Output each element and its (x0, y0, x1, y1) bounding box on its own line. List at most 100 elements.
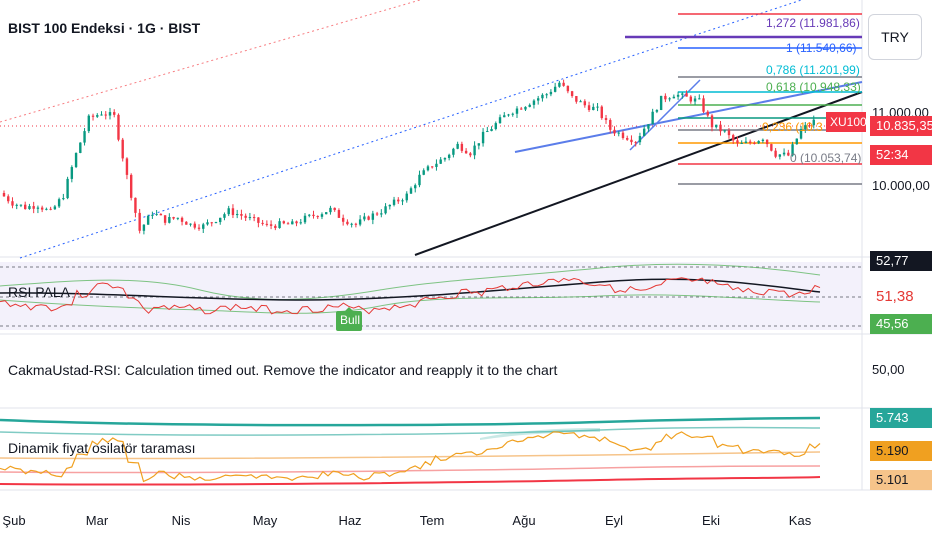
candle-body (333, 207, 336, 211)
osc-value-upper: 5.743 (870, 408, 932, 428)
candle-body (626, 138, 629, 140)
currency-button[interactable]: TRY (868, 14, 922, 60)
candle-body (553, 86, 557, 92)
rsi-upper-envelope (0, 263, 821, 300)
candle-body (659, 95, 663, 111)
candle-body (341, 217, 345, 222)
time-axis-label: Kas (788, 513, 812, 528)
time-axis-label: May (252, 513, 278, 528)
bull-signal-marker (336, 311, 362, 331)
candle-body (698, 98, 701, 100)
support-trendline (414, 91, 863, 256)
candle-body (316, 216, 319, 218)
rsi-pane-label[interactable]: RSI PALA (8, 284, 70, 300)
candle-body (121, 139, 124, 159)
candle-body (600, 106, 603, 119)
candle-body (202, 224, 205, 229)
candle-body (414, 185, 417, 189)
candle-body (566, 85, 570, 92)
resistance-trendline (514, 81, 863, 153)
bull-signal-label: Bull (340, 313, 361, 327)
candle-body (447, 154, 451, 159)
candle-body (380, 213, 383, 215)
candle-body (583, 101, 587, 106)
candle-body (507, 114, 510, 116)
candle-body (100, 114, 103, 116)
candle-body (312, 214, 315, 217)
candle-body (405, 193, 408, 201)
candle-body (375, 213, 379, 215)
candle-body (727, 130, 731, 136)
candle-body (536, 98, 540, 101)
candle-body (40, 207, 44, 210)
candle-body (511, 113, 514, 115)
candle-body (261, 222, 264, 224)
candle-body (748, 141, 752, 143)
candle-body (808, 125, 811, 127)
candle-body (79, 142, 82, 153)
osc-pane-label[interactable]: Dinamik fiyat osilatör taraması (8, 440, 196, 456)
upper-channel-line (0, 0, 421, 123)
candle-body (524, 106, 527, 110)
candle-body (62, 198, 65, 200)
candle-body (481, 131, 485, 144)
candle-body (770, 144, 773, 151)
price-axis-label: 10.000,00 (872, 178, 930, 193)
candle-body (621, 132, 625, 139)
candle-body (108, 112, 112, 116)
candle-body (223, 214, 226, 218)
fib-label-0786: 0,786 (11.201,99) (766, 63, 860, 77)
candle-body (83, 131, 86, 143)
candle-body (774, 150, 777, 157)
candle-body (477, 143, 481, 146)
candle-body (638, 136, 642, 143)
candle-body (456, 143, 459, 149)
candle-body (320, 214, 324, 217)
osc-upper-inner-band (0, 426, 821, 436)
candle-body (702, 98, 705, 112)
osc-mid-band (0, 451, 821, 460)
candle-body (541, 94, 544, 99)
candle-body (613, 129, 616, 134)
candle-body (782, 152, 786, 155)
candle-body (371, 213, 375, 220)
candle-body (532, 100, 536, 105)
candle-body (32, 206, 35, 209)
candle-body (587, 105, 591, 111)
candle-body (299, 222, 302, 224)
candle-body (15, 204, 18, 206)
candle-body (125, 158, 129, 175)
osc-line (0, 431, 821, 483)
candle-body (197, 227, 201, 229)
candle-body (464, 150, 468, 154)
candle-body (248, 217, 252, 219)
candle-body (630, 139, 633, 143)
candle-body (486, 131, 489, 133)
candle-body (168, 217, 171, 223)
candle-body (358, 219, 362, 225)
candle-body (286, 223, 290, 225)
candle-body (363, 216, 366, 220)
fib-label-1: 1 (11.540,66) (786, 41, 857, 55)
candle-body (36, 207, 40, 209)
candle-body (303, 215, 307, 223)
candle-body (435, 163, 438, 167)
fib-label-0: 0 (10.053,74) (790, 151, 862, 165)
time-axis-label: Ağu (512, 513, 536, 528)
candle-body (761, 139, 765, 141)
rsi-lower-envelope (0, 294, 821, 314)
candle-body (490, 129, 493, 132)
candle-body (19, 204, 23, 206)
candle-body (439, 159, 442, 164)
candle-body (282, 221, 286, 224)
time-axis-label: Tem (419, 513, 445, 528)
candle-body (558, 82, 561, 87)
last-price-tag: 10.835,35 (870, 116, 932, 136)
candle-body (515, 108, 519, 114)
candle-body (753, 142, 756, 144)
chart-title[interactable]: BIST 100 Endeksi · 1G · BIST (8, 20, 201, 36)
candle-body (117, 114, 120, 140)
candle-body (596, 106, 599, 108)
osc-value-lower: 5.101 (870, 470, 932, 490)
